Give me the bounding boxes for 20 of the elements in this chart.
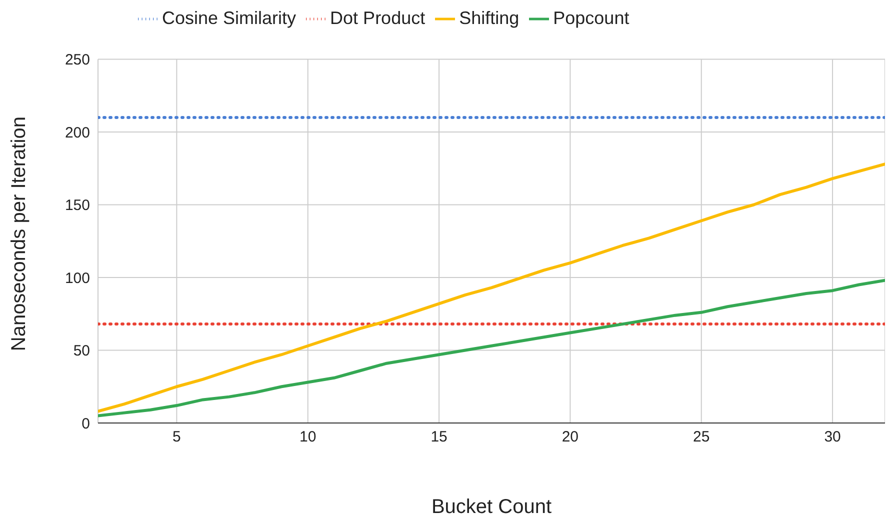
x-tick-label: 10 bbox=[300, 428, 316, 446]
y-tick-label: 100 bbox=[64, 270, 90, 287]
y-axis-title: Nanoseconds per Iteration bbox=[8, 116, 30, 352]
x-axis-title: Bucket Count bbox=[431, 496, 552, 518]
legend-label: Popcount bbox=[553, 8, 630, 28]
legend-label: Cosine Similarity bbox=[162, 8, 296, 28]
legend-label: Shifting bbox=[459, 8, 520, 28]
legend-label: Dot Product bbox=[330, 8, 426, 28]
y-tick-label: 250 bbox=[64, 52, 90, 69]
line-series bbox=[98, 162, 885, 413]
y-tick-label: 0 bbox=[82, 415, 90, 432]
x-tick-label: 5 bbox=[172, 428, 181, 446]
x-tick-label: 30 bbox=[824, 428, 841, 446]
x-tick-label: 20 bbox=[562, 428, 579, 446]
y-tick-label: 50 bbox=[73, 342, 90, 360]
y-tick-label: 150 bbox=[64, 197, 90, 214]
x-tick-label: 15 bbox=[430, 428, 448, 446]
line-series bbox=[98, 278, 885, 418]
x-tick-label: 25 bbox=[693, 428, 710, 446]
y-tick-label: 200 bbox=[64, 124, 90, 142]
